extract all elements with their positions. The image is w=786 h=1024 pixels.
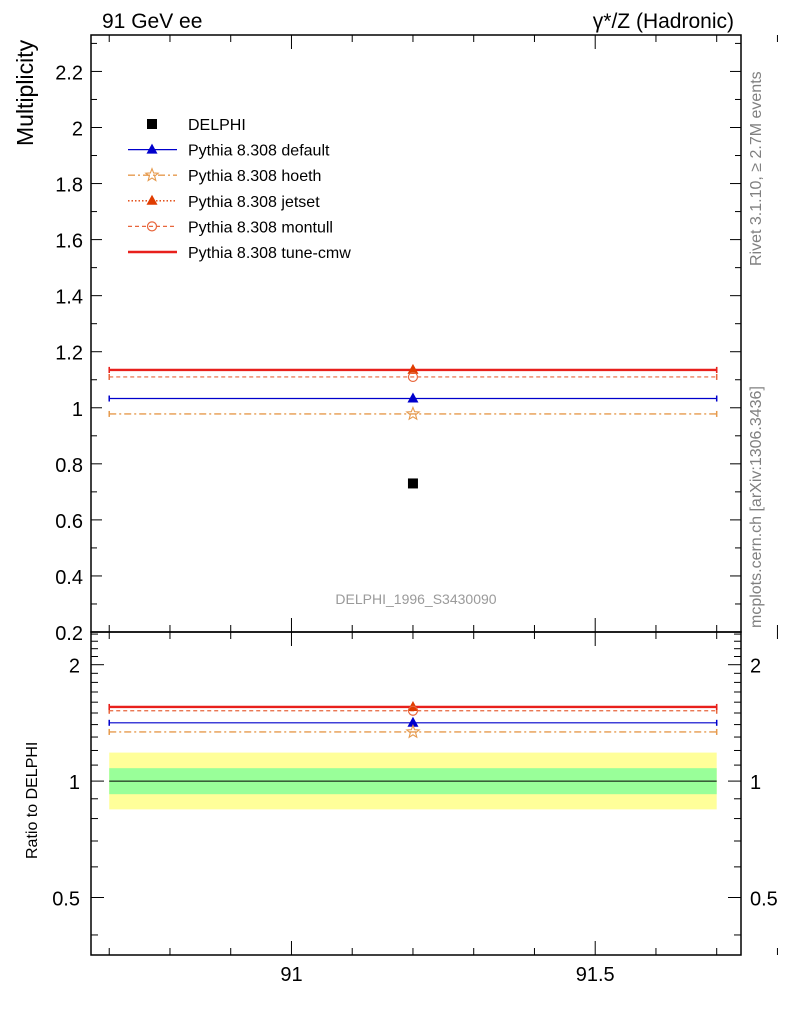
legend-marker-hoeth: [144, 167, 160, 182]
ratio-ytick-label-right: 0.5: [750, 888, 778, 910]
main-ytick-label: 0.2: [55, 623, 83, 645]
header-right: γ*/Z (Hadronic): [593, 10, 734, 33]
main-ytick-label: 1.2: [55, 343, 83, 365]
main-ytick-label: 0.6: [55, 511, 83, 533]
legend-marker-jetset: [146, 194, 158, 205]
ratio-ytick-label-left: 0.5: [52, 888, 80, 910]
ratio-ytick-label-right: 1: [750, 772, 761, 794]
ratio-ytick-label-right: 2: [750, 656, 761, 678]
main-ytick-label: 2: [72, 118, 83, 140]
ratio-ytick-label-left: 1: [69, 772, 80, 794]
main-ytick-label: 1.8: [55, 175, 83, 197]
main-panel: 0.2 0.4 0.6 0.8 1 1.2 1.4 1.6 1.8 2 2.2: [55, 34, 778, 645]
main-ytick-label: 0.8: [55, 455, 83, 477]
legend-marker-default: [146, 143, 158, 154]
main-marker-montull: [407, 371, 419, 383]
ratio-frame: [90, 631, 742, 956]
legend: DELPHI Pythia 8.308 default Pythia 8.308 h…: [128, 117, 351, 262]
ratio-marker-montull: [407, 705, 419, 716]
legend-label-montull: Pythia 8.308 montull: [188, 219, 333, 236]
ratio-xtick-label: 91.5: [576, 964, 615, 986]
main-ytick-label: 1.6: [55, 231, 83, 253]
main-ylabel: Multiplicity: [12, 39, 38, 146]
header-left: 91 GeV ee: [102, 10, 202, 33]
ratio-xtick-label: 91: [280, 964, 302, 986]
main-ytick-label: 2.2: [55, 62, 83, 84]
main-marker-hoeth: [405, 405, 421, 421]
main-marker-jetset: [407, 363, 419, 374]
main-ytick-label: 1: [72, 399, 83, 421]
legend-label-delphi: DELPHI: [188, 117, 246, 134]
main-ytick-label: 0.4: [55, 567, 83, 589]
legend-label-jetset: Pythia 8.308 jetset: [188, 194, 320, 211]
legend-label-tune_cmw: Pythia 8.308 tune-cmw: [188, 245, 351, 262]
analysis-watermark: DELPHI_1996_S3430090: [335, 591, 496, 607]
legend-label-hoeth: Pythia 8.308 hoeth: [188, 168, 321, 185]
legend-marker-delphi: [147, 119, 157, 129]
ratio-ylabel: Ratio to DELPHI: [24, 742, 41, 859]
ratio-panel: 0.5 0.5 1 1 2 2 91 91.5: [52, 631, 778, 986]
legend-marker-montull: [146, 221, 158, 232]
main-marker-delphi: [407, 478, 418, 489]
main-marker-default: [407, 392, 419, 403]
mcplots-info: mcplots.cern.ch [arXiv:1306.3436]: [748, 386, 765, 628]
main-ytick-label: 1.4: [55, 287, 83, 309]
ratio-marker-default: [407, 716, 419, 727]
ratio-marker-hoeth: [405, 723, 421, 739]
ratio-ytick-label-left: 2: [69, 656, 80, 678]
rivet-info: Rivet 3.1.10, ≥ 2.7M events: [748, 71, 765, 266]
legend-label-default: Pythia 8.308 default: [188, 143, 330, 160]
